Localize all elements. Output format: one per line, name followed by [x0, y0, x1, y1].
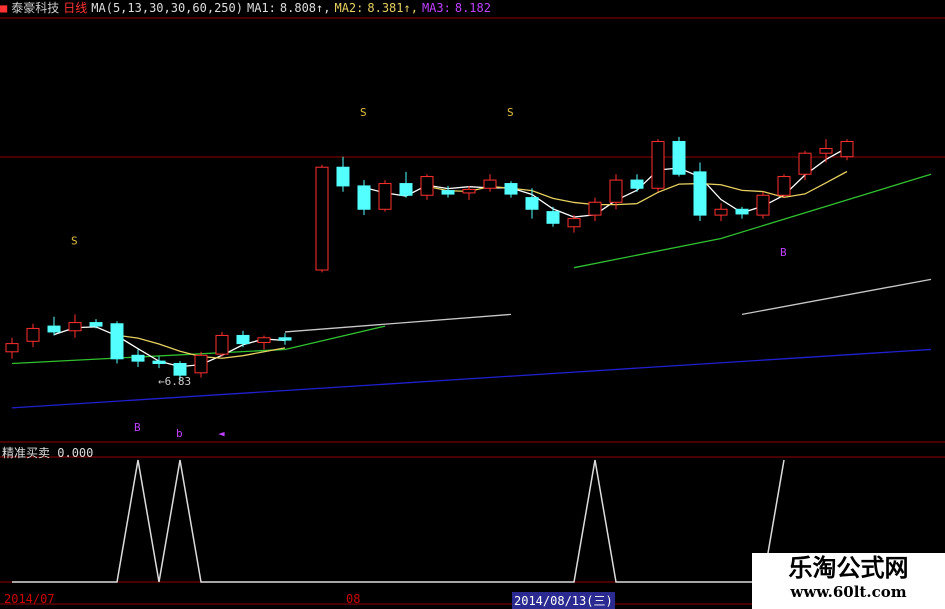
watermark-title: 乐淘公式网 — [788, 553, 909, 582]
ma2-value: 8.381↑, — [367, 1, 418, 15]
chart-header: ■ 泰豪科技 日线 MA(5,13,30,30,60,250) MA1: 8.808↑, M… — [0, 0, 530, 16]
candle-body — [89, 322, 103, 327]
buy-marker: b — [176, 427, 183, 440]
sell-marker: S — [71, 234, 78, 247]
candle-body — [420, 176, 434, 196]
ma1-value: 8.808↑, — [279, 1, 331, 15]
candle-body — [257, 337, 271, 343]
candle-body — [278, 337, 292, 341]
gray-ma-line — [741, 278, 932, 316]
green-ma-line — [11, 325, 386, 365]
gray-ma-line — [284, 313, 512, 333]
candle-body — [399, 183, 413, 196]
candle-body — [173, 362, 187, 376]
candle-body — [131, 354, 145, 362]
ma3-value: 8.182 — [454, 1, 491, 15]
candle-body — [378, 183, 392, 210]
candle-body — [588, 201, 602, 216]
watermark-url: www.60lt.com — [790, 583, 907, 601]
x-tick: 08 — [346, 592, 361, 606]
stock-name: 泰豪科技 — [11, 1, 60, 15]
ma-spec: MA(5,13,30,30,60,250) — [91, 1, 243, 15]
buy-marker: ◄ — [218, 427, 225, 440]
candle-body — [236, 334, 250, 345]
candle-body — [714, 208, 728, 216]
indicator-name: 精准买卖 — [2, 446, 51, 460]
sell-marker: S — [507, 106, 514, 119]
buy-marker: B — [134, 421, 141, 434]
candle-body — [777, 176, 791, 196]
ma1-label: MA1: — [246, 1, 276, 15]
candle-body — [672, 141, 686, 175]
candle-body — [315, 166, 329, 271]
candle-body — [567, 218, 581, 228]
candle-body — [152, 360, 166, 364]
candle-body — [651, 141, 665, 189]
candle-body — [336, 166, 350, 187]
ma3-label: MA3: — [421, 1, 451, 15]
period-label[interactable]: 日线 — [63, 1, 88, 15]
candle-body — [798, 152, 812, 175]
sell-marker: S — [360, 106, 367, 119]
candle-body — [840, 141, 854, 158]
candle-body — [110, 323, 124, 360]
candle-body — [441, 190, 455, 195]
candle-body — [735, 208, 749, 215]
ma2-line — [426, 170, 848, 206]
candle-body — [693, 171, 707, 216]
buy-marker: B — [780, 246, 787, 259]
watermark: 乐淘公式网 www.60lt.com — [752, 553, 945, 609]
candle-body — [215, 334, 229, 355]
candle-body — [26, 327, 40, 342]
candle-body — [756, 194, 770, 216]
candle-body — [5, 343, 19, 353]
blue-ma-line — [11, 348, 932, 409]
candle-body — [504, 183, 518, 195]
candle-body — [630, 179, 644, 189]
candle-body — [194, 354, 208, 374]
indicator-header: 精准买卖 0.000 — [2, 444, 93, 461]
low-price-label: ←6.83 — [158, 375, 191, 388]
candle-body — [47, 325, 61, 333]
indicator-line — [12, 459, 785, 583]
indicator-value: 0.000 — [57, 446, 94, 460]
ma2-label: MA2: — [334, 1, 364, 15]
candle-body — [462, 188, 476, 194]
green-ma-line — [573, 173, 932, 269]
candle-body — [483, 179, 497, 189]
ma1-line — [53, 326, 286, 368]
candle-body — [609, 179, 623, 203]
candle-body — [525, 197, 539, 210]
candle-body — [819, 148, 833, 154]
candle-body — [357, 185, 371, 210]
ma1-line — [363, 147, 848, 218]
menu-icon[interactable]: ■ — [0, 1, 8, 15]
candle-body — [546, 211, 560, 224]
x-tick: 2014/07 — [4, 592, 55, 606]
candle-body — [68, 322, 82, 332]
cursor-date: 2014/08/13(三) — [512, 592, 615, 609]
